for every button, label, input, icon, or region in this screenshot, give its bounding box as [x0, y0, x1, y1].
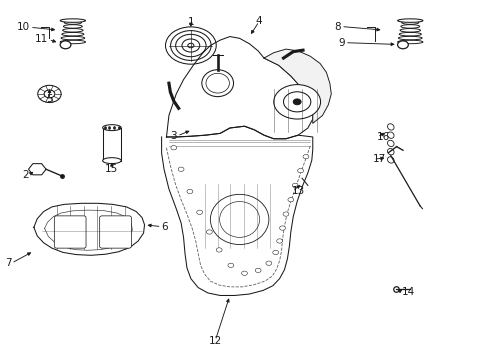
Polygon shape — [28, 164, 46, 175]
Ellipse shape — [219, 202, 259, 237]
Text: 17: 17 — [372, 154, 386, 164]
Circle shape — [292, 183, 298, 188]
Text: 16: 16 — [376, 132, 389, 142]
Text: 6: 6 — [161, 222, 168, 231]
FancyBboxPatch shape — [100, 216, 131, 248]
Circle shape — [241, 271, 247, 275]
Circle shape — [265, 261, 271, 265]
Ellipse shape — [386, 132, 393, 138]
Circle shape — [283, 92, 310, 112]
Text: 14: 14 — [401, 287, 414, 297]
Text: 12: 12 — [208, 336, 222, 346]
Text: 7: 7 — [5, 258, 11, 268]
FancyBboxPatch shape — [54, 216, 86, 248]
Ellipse shape — [60, 19, 85, 22]
Polygon shape — [166, 37, 312, 139]
Circle shape — [216, 248, 222, 252]
Circle shape — [283, 212, 288, 216]
Circle shape — [397, 41, 407, 49]
Circle shape — [293, 99, 301, 105]
Circle shape — [279, 226, 285, 230]
Text: 13: 13 — [292, 186, 305, 196]
Ellipse shape — [386, 148, 393, 155]
Text: 8: 8 — [334, 22, 340, 32]
Ellipse shape — [386, 140, 393, 147]
Circle shape — [276, 239, 282, 243]
Circle shape — [178, 167, 183, 171]
Text: 3: 3 — [170, 131, 177, 141]
Circle shape — [196, 210, 202, 215]
Text: 10: 10 — [17, 22, 30, 32]
Circle shape — [60, 41, 71, 49]
Circle shape — [297, 168, 303, 173]
Circle shape — [272, 250, 278, 255]
Text: 2: 2 — [22, 170, 29, 180]
Ellipse shape — [386, 124, 393, 130]
Circle shape — [273, 85, 320, 119]
Circle shape — [287, 198, 293, 202]
Ellipse shape — [102, 125, 121, 131]
Ellipse shape — [205, 73, 229, 93]
Text: 11: 11 — [35, 35, 48, 44]
Circle shape — [170, 145, 176, 150]
Polygon shape — [34, 203, 144, 255]
Circle shape — [186, 189, 192, 194]
Text: 4: 4 — [255, 17, 262, 27]
Ellipse shape — [102, 158, 121, 163]
Ellipse shape — [397, 19, 422, 22]
Text: 5: 5 — [46, 94, 53, 104]
Polygon shape — [264, 49, 330, 123]
Circle shape — [255, 268, 261, 273]
Circle shape — [206, 230, 212, 234]
Text: 15: 15 — [105, 163, 118, 174]
Text: 9: 9 — [338, 38, 344, 48]
Ellipse shape — [386, 157, 393, 163]
Circle shape — [44, 90, 55, 98]
Ellipse shape — [202, 70, 233, 96]
Polygon shape — [161, 126, 312, 296]
Circle shape — [38, 85, 61, 103]
Ellipse shape — [210, 194, 268, 244]
Circle shape — [303, 154, 308, 159]
Circle shape — [227, 263, 233, 267]
Text: 1: 1 — [187, 17, 194, 27]
